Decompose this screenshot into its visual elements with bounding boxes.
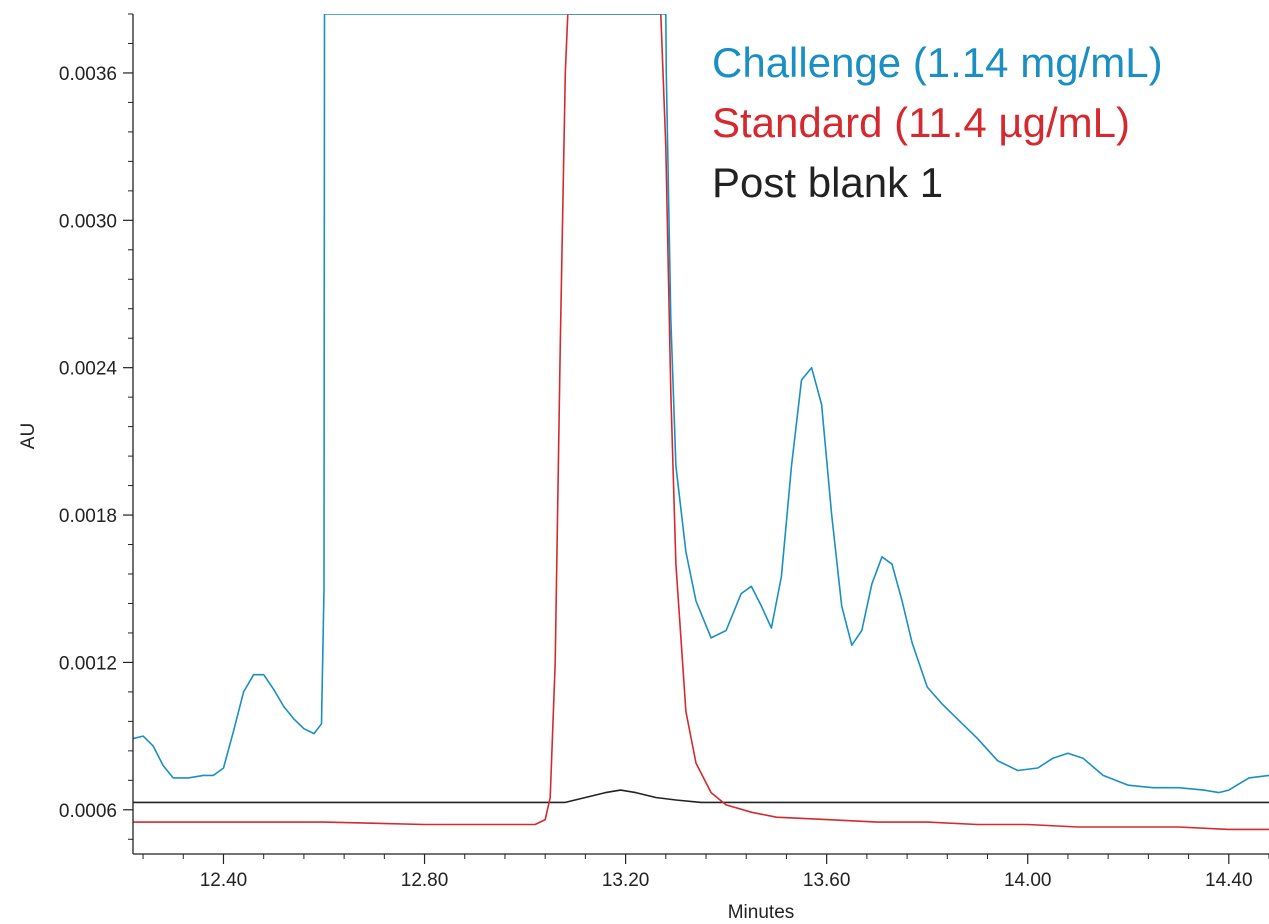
series-line-2: [133, 789, 1269, 804]
y-axis-title: AU: [18, 423, 39, 449]
x-tick-label: 12.40: [200, 870, 248, 891]
x-tick-label: 14.00: [1004, 870, 1052, 891]
y-tick-label: 0.0030: [59, 211, 117, 232]
y-tick-label: 0.0036: [59, 64, 117, 85]
series-line-0: [133, 14, 1269, 794]
x-tick-label: 13.60: [803, 870, 851, 891]
series-line-1: [133, 14, 1269, 831]
legend-entry-0: Challenge (1.14 mg/mL): [712, 39, 1163, 86]
y-tick-label: 0.0018: [59, 506, 117, 527]
legend-entry-1: Standard (11.4 µg/mL): [712, 99, 1130, 146]
x-tick-label: 13.20: [602, 870, 650, 891]
x-tick-label: 14.40: [1205, 870, 1253, 891]
x-axis-title: Minutes: [728, 902, 795, 923]
y-tick-label: 0.0012: [59, 653, 117, 674]
y-tick-label: 0.0006: [59, 801, 117, 822]
x-tick-label: 12.80: [401, 870, 449, 891]
legend-entry-2: Post blank 1: [712, 159, 943, 206]
y-tick-label: 0.0024: [59, 359, 118, 380]
